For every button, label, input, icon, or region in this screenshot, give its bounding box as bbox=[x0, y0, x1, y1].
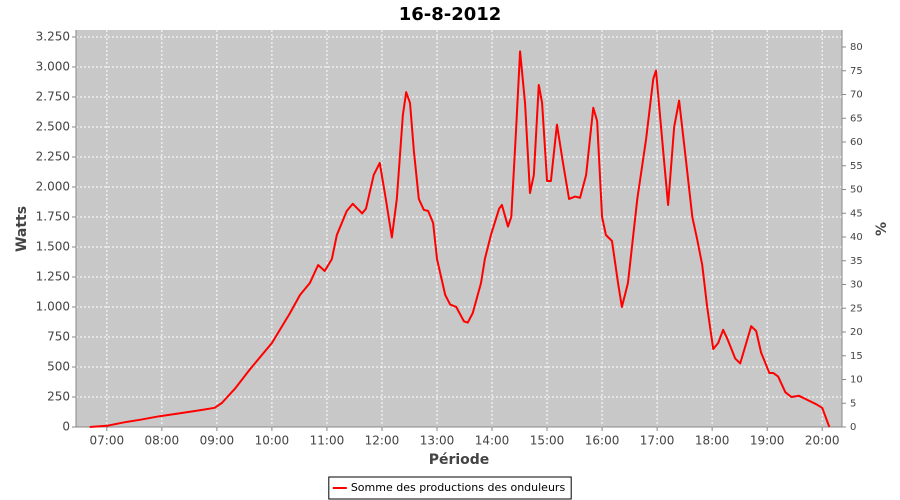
series-line bbox=[89, 50, 831, 428]
y2-tick-label: 35 bbox=[850, 256, 863, 267]
y2-tick-label: 45 bbox=[850, 208, 863, 219]
y-tick-label: 1.000 bbox=[36, 299, 70, 313]
y2-tick-label: 5 bbox=[850, 398, 856, 409]
y2-tick-label: 0 bbox=[850, 422, 856, 433]
x-tick-label: 19:00 bbox=[750, 434, 785, 448]
y-tick-label: 2.750 bbox=[36, 89, 70, 103]
y2-tick-label: 80 bbox=[850, 42, 863, 53]
y-tick-label: 2.000 bbox=[36, 179, 70, 193]
plot-layer: 02505007501.0001.2501.5001.7502.0002.250… bbox=[36, 29, 863, 447]
y2-axis-label: % bbox=[874, 222, 890, 236]
x-axis-label: Période bbox=[429, 452, 490, 468]
x-tick-label: 14:00 bbox=[475, 434, 510, 448]
y-tick-label: 3.250 bbox=[36, 29, 70, 43]
x-tick-label: 08:00 bbox=[145, 434, 180, 448]
y-tick-label: 0 bbox=[62, 420, 70, 434]
y2-tick-label: 30 bbox=[850, 280, 863, 291]
y2-tick-label: 65 bbox=[850, 113, 863, 124]
x-tick-label: 11:00 bbox=[310, 434, 345, 448]
y-tick-label: 2.500 bbox=[36, 119, 70, 133]
y-tick-label: 500 bbox=[47, 359, 70, 373]
x-tick-label: 10:00 bbox=[255, 434, 290, 448]
x-tick-label: 15:00 bbox=[530, 434, 565, 448]
chart-title: 16-8-2012 bbox=[399, 4, 502, 25]
y2-tick-label: 25 bbox=[850, 303, 863, 314]
y2-tick-label: 75 bbox=[850, 66, 863, 77]
x-tick-label: 12:00 bbox=[365, 434, 400, 448]
x-tick-label: 18:00 bbox=[695, 434, 730, 448]
y-axis-label: Watts bbox=[14, 206, 30, 252]
y-tick-label: 1.750 bbox=[36, 209, 70, 223]
y2-tick-label: 60 bbox=[850, 137, 863, 148]
y-tick-label: 750 bbox=[47, 329, 70, 343]
legend-box bbox=[328, 476, 572, 500]
y2-tick-label: 50 bbox=[850, 185, 863, 196]
y-tick-label: 1.500 bbox=[36, 239, 70, 253]
y-tick-label: 250 bbox=[47, 389, 70, 403]
x-tick-label: 16:00 bbox=[585, 434, 620, 448]
y2-tick-label: 70 bbox=[850, 90, 863, 101]
y2-tick-label: 40 bbox=[850, 232, 863, 243]
y-tick-label: 3.000 bbox=[36, 59, 70, 73]
y2-tick-label: 55 bbox=[850, 161, 863, 172]
y-tick-label: 1.250 bbox=[36, 269, 70, 283]
legend: Somme des productions des onduleurs bbox=[328, 476, 572, 500]
x-tick-label: 13:00 bbox=[420, 434, 455, 448]
plot-area bbox=[76, 30, 842, 427]
x-tick-label: 07:00 bbox=[90, 434, 125, 448]
y-tick-label: 2.250 bbox=[36, 149, 70, 163]
x-tick-label: 17:00 bbox=[640, 434, 675, 448]
y2-tick-label: 20 bbox=[850, 327, 863, 338]
x-tick-label: 20:00 bbox=[805, 434, 840, 448]
x-tick-label: 09:00 bbox=[200, 434, 235, 448]
y2-tick-label: 10 bbox=[850, 375, 863, 386]
legend-label: Somme des productions des onduleurs bbox=[351, 481, 566, 494]
y2-tick-label: 15 bbox=[850, 351, 863, 362]
